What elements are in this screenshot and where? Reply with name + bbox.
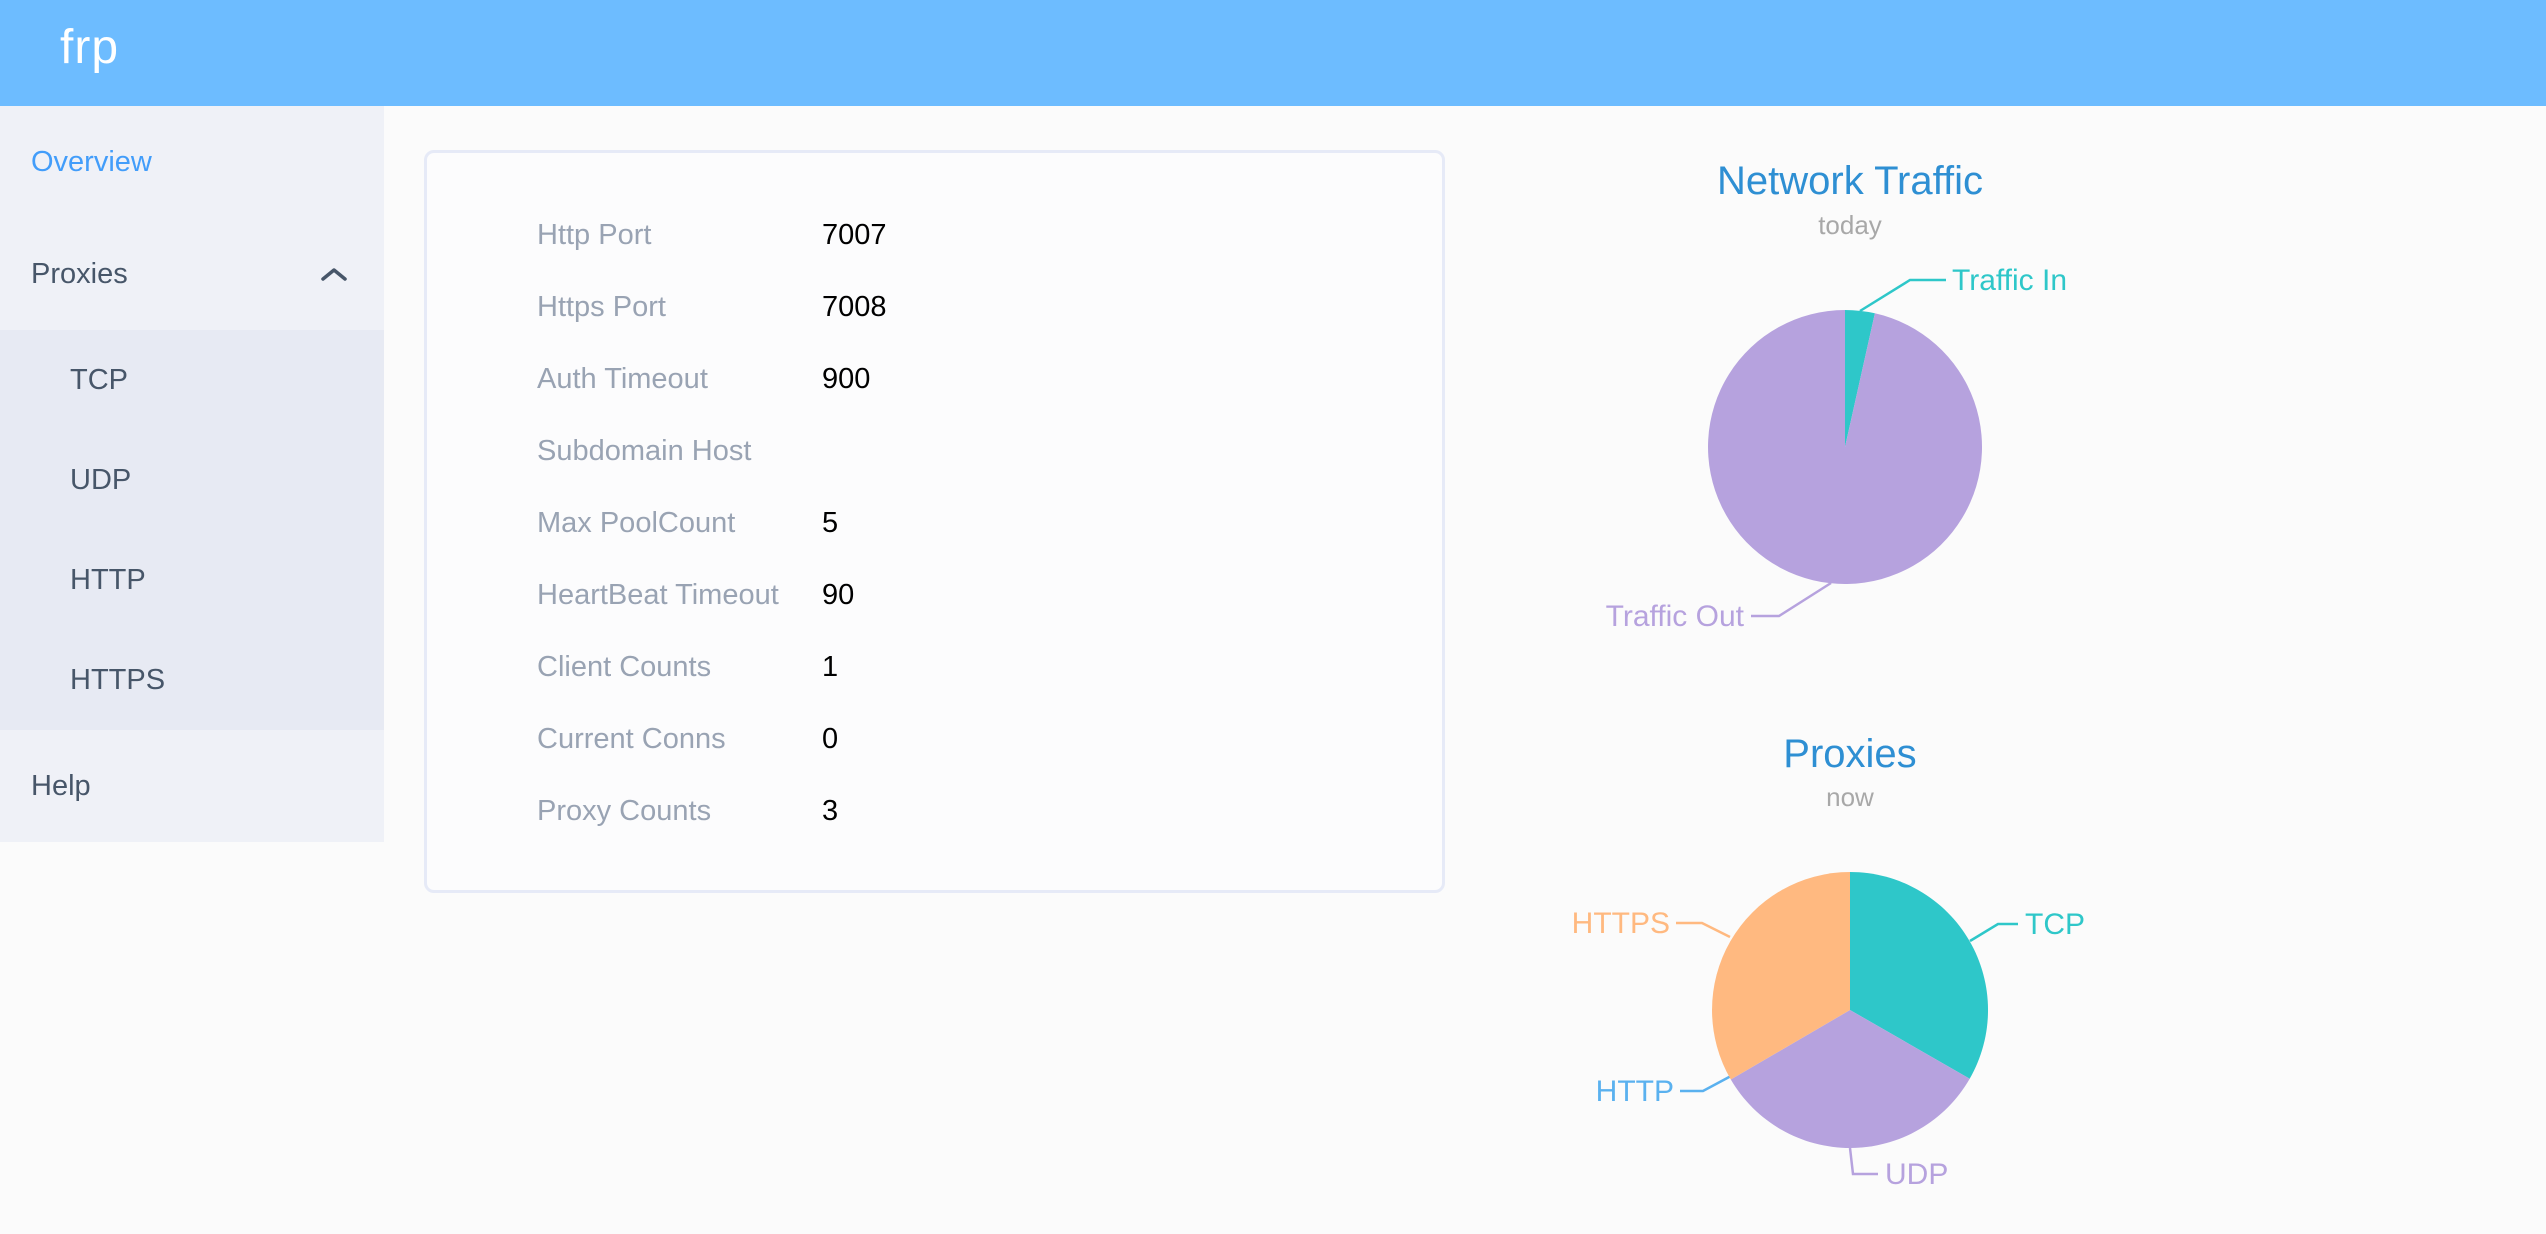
info-value: 7007	[822, 218, 887, 251]
sidebar-item-udp[interactable]: UDP	[0, 430, 384, 530]
slice-label: Traffic In	[1952, 264, 2067, 297]
label-line	[1676, 921, 1731, 939]
sidebar-item-label: Help	[31, 769, 91, 802]
info-value: 5	[822, 506, 839, 539]
label-line	[1751, 581, 1832, 618]
pie-slice-https[interactable]	[1712, 872, 1850, 1080]
pie-slice-tcp[interactable]	[1850, 872, 1989, 1079]
info-value: 90	[822, 578, 855, 611]
slice-label: HTTPS	[1572, 907, 1670, 940]
sidebar-item-label: TCP	[70, 363, 128, 396]
chart-title: Network Traffic	[1717, 159, 1983, 203]
info-value: 7008	[822, 290, 887, 323]
info-value: 900	[822, 362, 871, 395]
chevron-up-icon	[321, 267, 347, 281]
sidebar-item-https[interactable]: HTTPS	[0, 630, 384, 730]
info-row: Subdomain Host	[537, 415, 1442, 487]
info-label: Max PoolCount	[537, 506, 736, 539]
label-line	[1680, 1074, 1732, 1093]
info-label: Auth Timeout	[537, 362, 708, 395]
slice-label: UDP	[1885, 1158, 1948, 1191]
sidebar: Overview Proxies TCP UDP HTTP HTTPS	[0, 106, 384, 842]
server-info-card: Http Port 7007 Https Port 7008 Auth Time…	[424, 150, 1445, 893]
sidebar-item-label: HTTPS	[70, 663, 166, 696]
label-line	[1859, 278, 1946, 313]
info-label: Proxy Counts	[537, 794, 712, 827]
network-traffic-chart: Network Traffic today Traffic In Traffic Ou…	[1606, 159, 2067, 633]
info-label: Client Counts	[537, 650, 712, 683]
info-value: 0	[822, 722, 839, 755]
sidebar-item-help[interactable]: Help	[0, 730, 384, 842]
pie-slice-traffic-out[interactable]	[1708, 310, 1983, 584]
info-row: Auth Timeout 900	[537, 343, 1442, 415]
info-value: 3	[822, 794, 839, 827]
info-label: HeartBeat Timeout	[537, 578, 779, 611]
sidebar-item-label: Overview	[31, 145, 152, 178]
info-row: Proxy Counts 3	[537, 775, 1442, 847]
chart-title: Proxies	[1783, 732, 1916, 776]
sidebar-item-overview[interactable]: Overview	[0, 106, 384, 218]
info-row: Https Port 7008	[537, 271, 1442, 343]
sidebar-item-label: Proxies	[31, 257, 128, 290]
sidebar-item-proxies[interactable]: Proxies	[0, 218, 384, 330]
info-label: Http Port	[537, 218, 652, 251]
label-line	[1969, 922, 2018, 943]
info-label: Subdomain Host	[537, 434, 752, 467]
sidebar-item-tcp[interactable]: TCP	[0, 330, 384, 430]
slice-label: TCP	[2025, 908, 2085, 941]
sidebar-item-label: HTTP	[70, 563, 146, 596]
proxies-submenu: TCP UDP HTTP HTTPS	[0, 330, 384, 730]
sidebar-item-label: UDP	[70, 463, 132, 496]
pie-slice-udp[interactable]	[1730, 1010, 1970, 1148]
slice-label: Traffic Out	[1606, 600, 1745, 633]
app-logo: frp	[60, 21, 120, 74]
pie-slice-traffic-in[interactable]	[1845, 310, 1875, 447]
info-row: Client Counts 1	[537, 631, 1442, 703]
info-row: Current Conns 0	[537, 703, 1442, 775]
slice-label: HTTP	[1596, 1075, 1674, 1108]
label-line	[1848, 1147, 1878, 1176]
app-header: frp	[0, 0, 2546, 106]
info-label: Https Port	[537, 290, 666, 323]
info-value: 1	[822, 650, 839, 683]
proxies-chart: Proxies now TCP UDP HTTP HTTPS	[1572, 732, 2085, 1191]
info-label: Current Conns	[537, 722, 726, 755]
sidebar-item-http[interactable]: HTTP	[0, 530, 384, 630]
info-row: HeartBeat Timeout 90	[537, 559, 1442, 631]
info-row: Http Port 7007	[537, 199, 1442, 271]
info-row: Max PoolCount 5	[537, 487, 1442, 559]
chart-subtitle: today	[1818, 210, 1882, 240]
chart-subtitle: now	[1826, 782, 1874, 812]
